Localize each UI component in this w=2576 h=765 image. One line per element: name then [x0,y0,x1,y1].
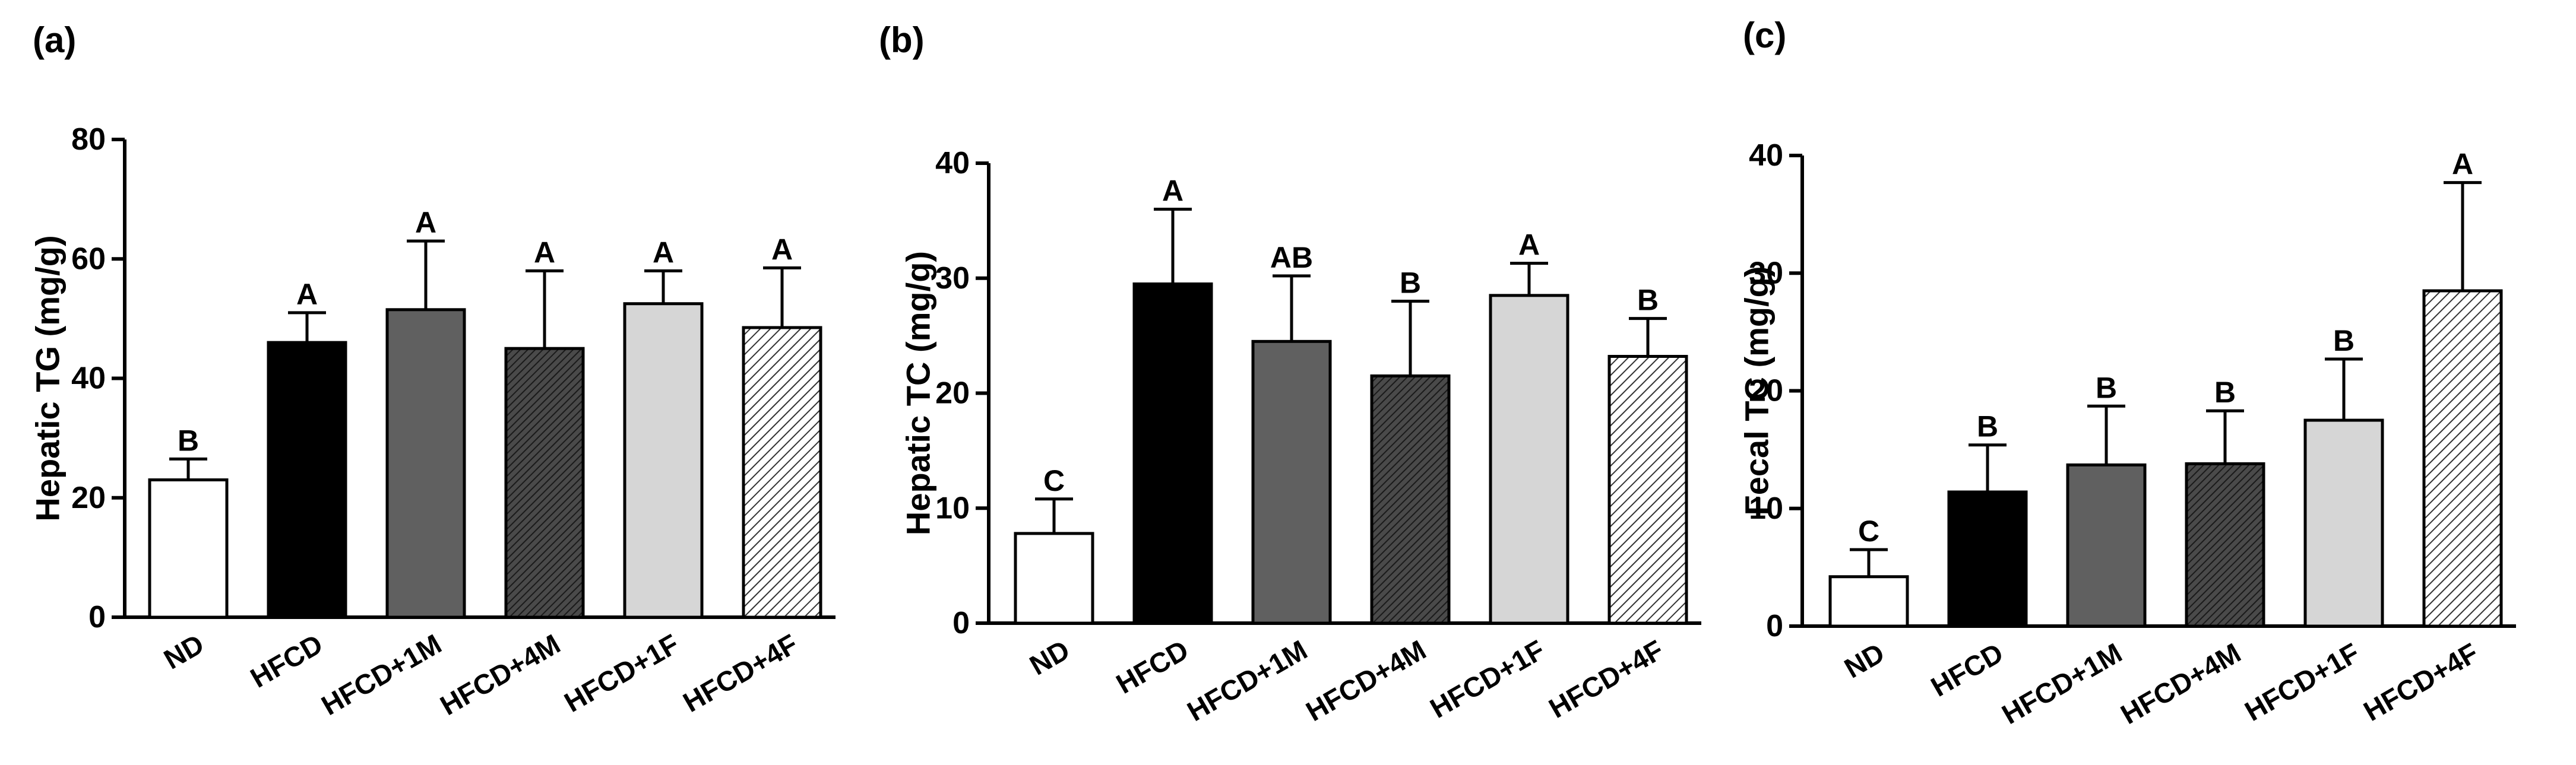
significance-label: A [415,206,436,239]
significance-label: B [2096,371,2117,404]
significance-label: A [296,278,318,311]
bar [1947,490,2028,628]
significance-label: A [1162,174,1183,208]
y-tick-label: 40 [71,361,106,396]
category-label: HFCD+1F [559,628,684,718]
panel-label: (c) [1743,15,1786,55]
y-tick-label: 20 [1749,374,1783,408]
bar [504,347,585,619]
category-label: HFCD+4M [435,628,565,722]
category-label: HFCD+4M [1300,634,1431,728]
y-tick-label: 0 [952,606,970,640]
bar [2066,463,2147,628]
panel-c: (c) Fecal TC (mg/g) 0 10 20 30 40 C ND B HFCD B HFCD… [1738,15,2516,731]
significance-label: A [1518,228,1540,262]
category-label: HFCD+1M [316,628,447,722]
y-tick-label: 0 [88,600,106,634]
category-label: HFCD+4M [2115,637,2246,731]
bar [1489,294,1569,625]
significance-label: A [2452,148,2473,181]
y-tick-label: 60 [71,242,106,276]
bar [267,341,347,619]
significance-label: A [534,236,555,269]
category-label: HFCD+4F [2358,637,2483,727]
y-axis-title: Hepatic TC (mg/g) [900,251,937,535]
category-label: HFCD [1925,637,2008,703]
bar [385,308,466,619]
category-label: HFCD+1F [1425,634,1550,724]
y-tick-label: 10 [935,491,970,525]
category-label: ND [1839,637,1890,684]
significance-label: AB [1270,241,1313,274]
y-tick-label: 40 [935,146,970,180]
category-label: HFCD+1M [1182,634,1312,728]
significance-label: B [1977,410,1998,443]
category-label: ND [159,628,209,675]
bar [1014,532,1094,625]
y-axis-title: Fecal TC (mg/g) [1738,266,1776,515]
bar [148,478,229,619]
y-tick-label: 10 [1749,491,1783,526]
category-label: HFCD+1M [1996,637,2127,731]
bar [2185,462,2265,628]
significance-label: B [1637,284,1659,317]
bar [2422,289,2503,628]
significance-label: C [1043,464,1065,497]
category-label: ND [1024,634,1075,681]
y-axis-title: Hepatic TG (mg/g) [29,235,67,521]
bar [742,326,822,619]
y-tick-label: 20 [71,481,106,515]
panel-b: (b)Hepatic TC (mg/g)010203040CNDAHFCDABH… [879,20,1701,727]
significance-label: B [2333,324,2355,357]
significance-label: A [653,236,674,269]
category-label: HFCD+4F [678,628,803,718]
y-tick-label: 20 [935,376,970,411]
y-tick-label: 30 [1749,256,1783,290]
bar [1828,575,1909,628]
significance-label: B [178,424,199,457]
y-tick-label: 40 [1749,138,1783,173]
bar [1370,374,1451,625]
bar [2303,418,2384,628]
panel-label: (a) [33,20,76,60]
bar [1132,282,1213,625]
significance-label: C [1858,515,1879,548]
significance-label: A [771,233,793,266]
y-tick-label: 30 [935,261,970,296]
significance-label: B [1400,266,1421,300]
category-label: HFCD [1110,634,1194,700]
bar [1607,355,1688,625]
bar [1251,339,1332,625]
panel-a: (a) Hepatic TG (mg/g) 0 20 40 60 80 B ND A HFCD A HF… [29,20,836,721]
panel-label: (b) [879,20,925,60]
category-label: HFCD [245,628,328,694]
y-tick-label: 80 [71,122,106,157]
category-label: HFCD+1F [2239,637,2365,727]
category-label: HFCD+4F [1543,634,1669,724]
bar [623,302,704,619]
significance-label: B [2214,376,2236,409]
y-tick-label: 0 [1766,609,1783,643]
